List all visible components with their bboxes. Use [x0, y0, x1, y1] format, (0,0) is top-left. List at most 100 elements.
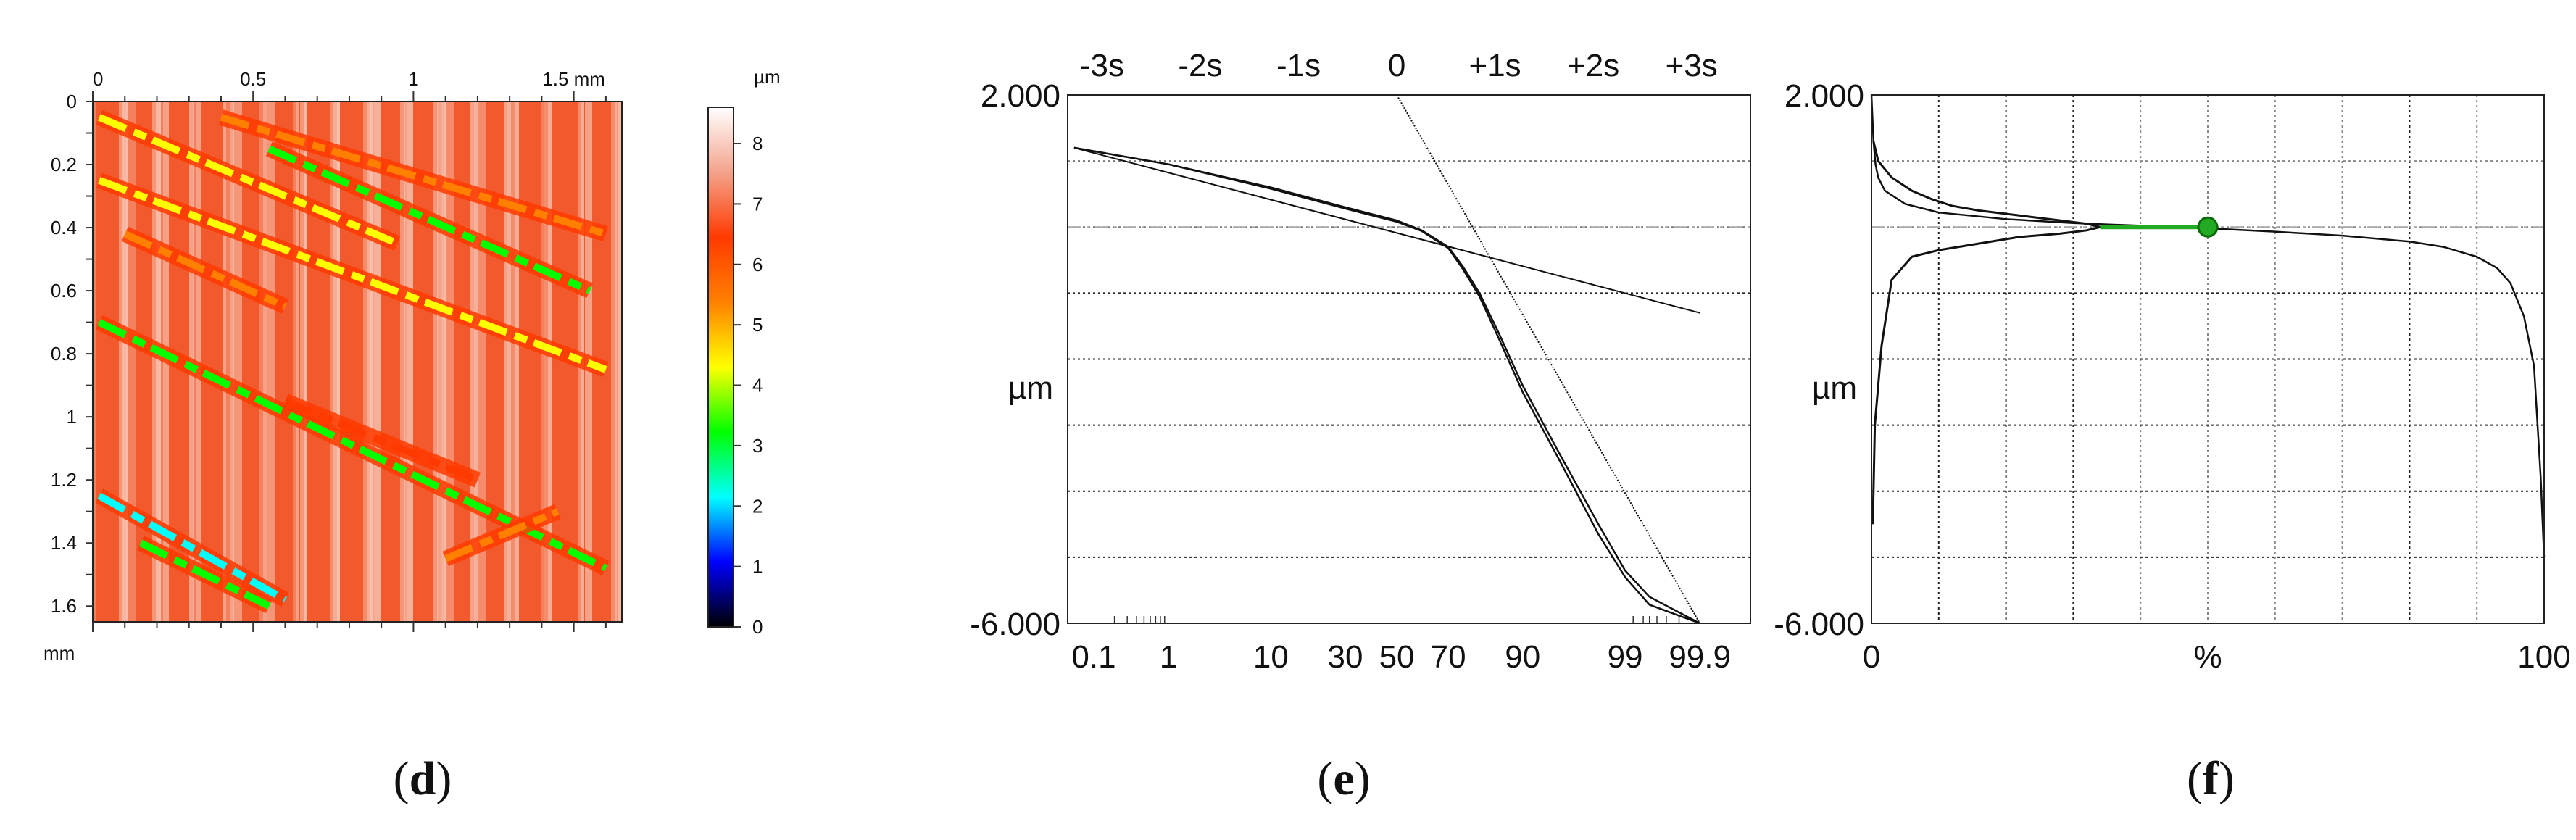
f-caption-open: (	[2187, 752, 2203, 805]
e-y-tick-label: 2.000	[981, 78, 1060, 114]
e-x-tick-label: 90	[1505, 639, 1540, 675]
e-caption-close: )	[1355, 752, 1371, 805]
d-caption-open: (	[394, 752, 410, 805]
f-plot-frame	[1871, 94, 2545, 624]
d-y-tick-label: 0.4	[51, 217, 77, 238]
d-heatmap-streak	[296, 101, 299, 622]
e-caption-letter: e	[1333, 752, 1354, 805]
d-groove	[267, 145, 591, 294]
d-groove	[283, 397, 479, 483]
d-y-tick-label: 1.4	[51, 532, 77, 554]
d-groove	[444, 508, 560, 562]
d-y-tick-label: 1	[67, 406, 77, 428]
d-heatmap-streak	[367, 101, 373, 622]
e-series-line	[1396, 95, 1701, 623]
e-x-tick-label: 99	[1608, 639, 1643, 675]
e-series-line	[1073, 146, 1700, 314]
d-groove	[98, 177, 607, 373]
e-top-tick-label: -1s	[1276, 48, 1321, 83]
d-heatmap-streak	[267, 101, 275, 622]
d-x-tick-label: 0.5	[240, 68, 266, 90]
d-heatmap-streak	[259, 101, 267, 622]
d-heatmap-streak	[541, 101, 544, 622]
d-heatmap-streak	[363, 101, 373, 622]
d-groove-edge	[121, 226, 288, 314]
d-colorbar-tick-label: 3	[752, 435, 763, 457]
d-heatmap-streak	[504, 101, 511, 622]
d-colorbar-tick-label: 2	[752, 495, 763, 517]
f-y-tick-label: 2.000	[1784, 78, 1864, 114]
d-y-tick-label: 0.8	[51, 343, 77, 365]
d-groove	[97, 492, 287, 603]
f-caption: (f)	[2187, 752, 2235, 805]
d-heatmap-streak	[223, 101, 226, 622]
d-plot-frame	[92, 101, 623, 623]
e-plot-frame	[1067, 94, 1751, 624]
d-y-tick-label: 0	[67, 91, 77, 112]
e-y-tick-label: -6.000	[970, 607, 1060, 642]
d-colorbar-tick-label: 5	[752, 314, 763, 336]
d-colorbar-tick-label: 8	[752, 133, 763, 154]
e-x-tick-label: 0.1	[1071, 639, 1115, 675]
d-heatmap-streak	[226, 101, 234, 622]
f-x-tick-label: %	[2193, 639, 2222, 675]
d-colorbar-tick-label: 4	[752, 375, 763, 396]
e-caption-open: (	[1317, 752, 1333, 805]
f-x-tick-label: 100	[2517, 639, 2570, 675]
d-caption: (d)	[394, 752, 452, 805]
e-x-tick-label: 10	[1253, 639, 1289, 675]
d-x-tick-label: 1	[408, 68, 418, 90]
d-y-tick-label: 0.6	[51, 280, 77, 302]
d-y-tick-label: 0.2	[51, 154, 77, 175]
d-heatmap-streak	[515, 101, 519, 622]
d-heatmap-streak	[152, 101, 161, 622]
e-top-tick-label: +1s	[1469, 48, 1521, 83]
d-heatmap-streak	[470, 101, 478, 622]
d-heatmap-streak	[196, 101, 201, 622]
d-heatmap-streak	[611, 101, 617, 622]
e-x-tick-label: 99.9	[1669, 639, 1731, 675]
d-heatmap-streak	[263, 101, 267, 622]
d-caption-letter: d	[410, 752, 436, 805]
d-heatmap-texture	[93, 101, 622, 622]
e-x-tick-label: 50	[1379, 639, 1415, 675]
d-heatmap-streak	[544, 101, 552, 622]
d-colorbar-tick-label: 6	[752, 254, 763, 275]
d-heatmap-streak	[330, 101, 340, 622]
e-series-group	[1073, 95, 1701, 623]
d-heatmap-streak	[404, 101, 413, 622]
d-colorbar	[707, 107, 734, 628]
d-y-unit-label: mm	[43, 642, 75, 664]
d-heatmap-streak	[293, 101, 299, 622]
f-ylabel: µm	[1812, 370, 1857, 406]
d-heatmap-streak	[511, 101, 519, 622]
d-x-tick-label: 0	[93, 68, 103, 90]
d-y-tick-label: 1.2	[51, 469, 77, 491]
d-heatmap-streak	[119, 101, 128, 622]
e-top-tick-label: -3s	[1080, 48, 1124, 83]
e-series-line	[1073, 146, 1700, 623]
e-caption: (e)	[1317, 752, 1370, 805]
d-heatmap-streak	[478, 101, 486, 622]
d-colorbar-tick-label: 1	[752, 556, 763, 578]
f-density-curve	[1871, 141, 2101, 525]
e-x-tick-label: 30	[1327, 639, 1363, 675]
e-top-tick-label: -2s	[1178, 48, 1222, 83]
e-top-tick-label: +3s	[1666, 48, 1718, 83]
d-colorbar-unit: µm	[754, 66, 781, 88]
d-y-tick-label: 1.6	[51, 595, 77, 617]
e-series-line	[1073, 146, 1700, 623]
d-x-tick-label: 1.5 mm	[542, 68, 605, 90]
d-heatmap-streak	[300, 101, 307, 622]
e-x-tick-label: 1	[1160, 639, 1177, 675]
d-groove	[220, 113, 607, 238]
d-heatmap-streak	[615, 101, 622, 622]
f-x-tick-label: 0	[1863, 639, 1880, 675]
d-caption-close: )	[436, 752, 452, 805]
f-y-tick-label: -6.000	[1774, 607, 1864, 642]
e-top-tick-label: +2s	[1567, 48, 1619, 83]
d-heatmap-streak	[433, 101, 438, 622]
e-x-tick-label: 70	[1431, 639, 1466, 675]
d-heatmap-streak	[93, 101, 96, 622]
